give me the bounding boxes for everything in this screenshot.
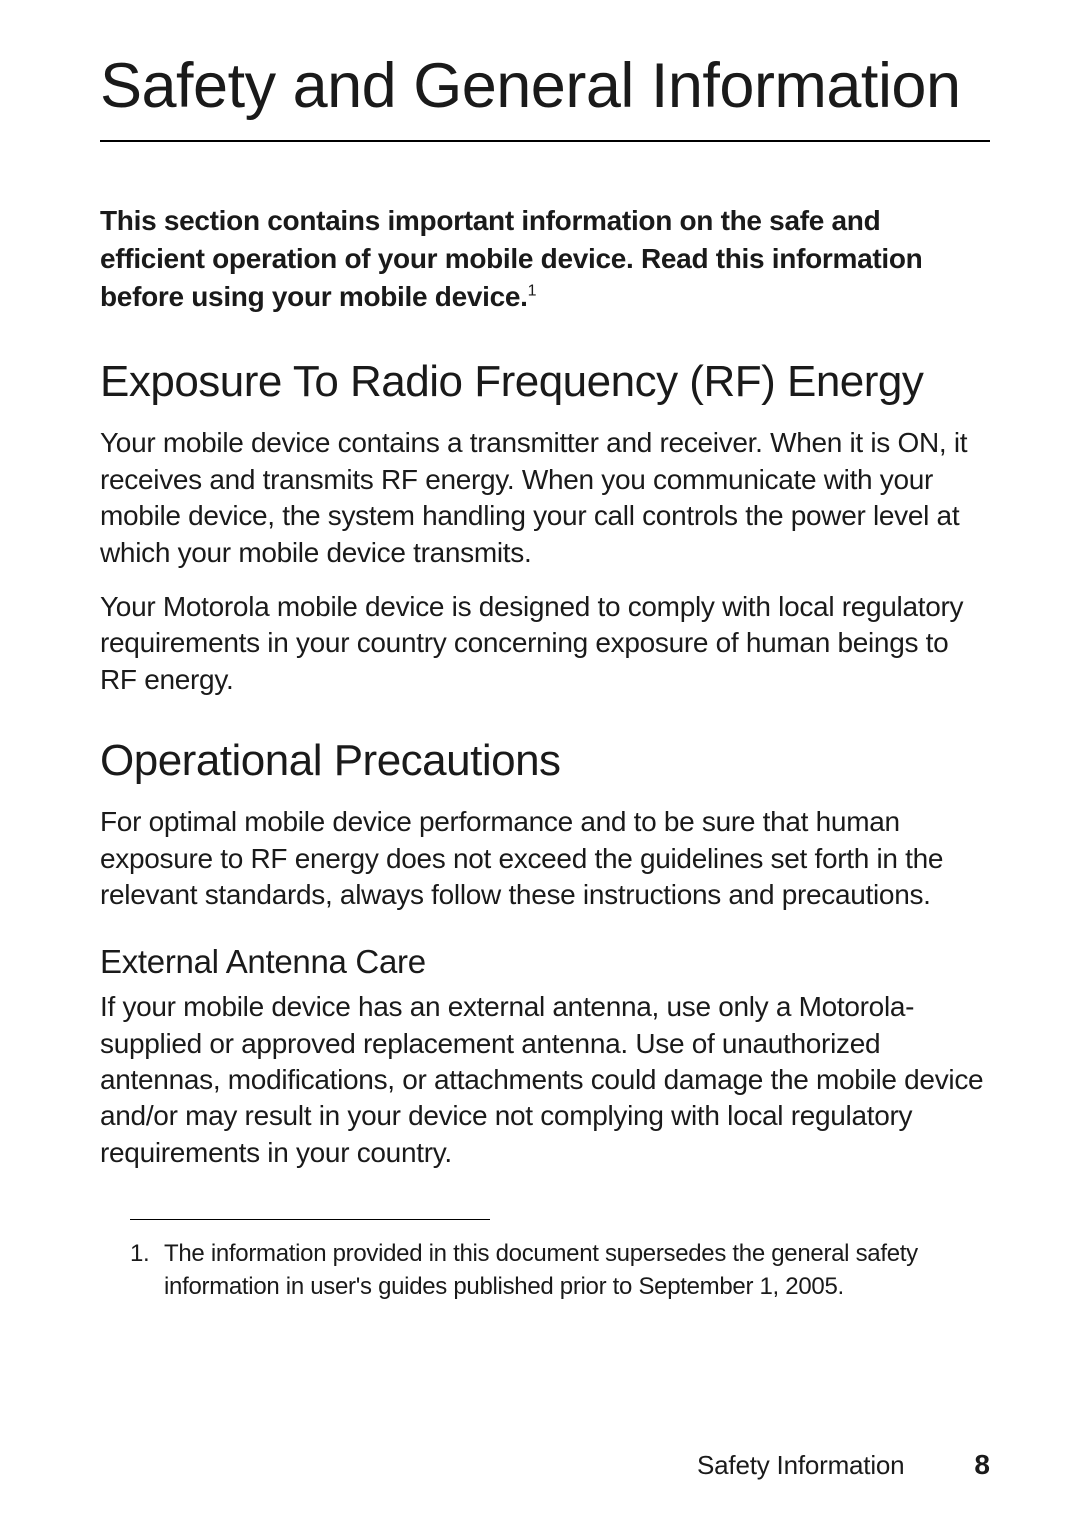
antenna-paragraph-1: If your mobile device has an external an… (100, 989, 990, 1171)
footnote-number: 1. (130, 1238, 164, 1303)
intro-text: This section contains important informat… (100, 205, 922, 312)
footer-page-number: 8 (974, 1449, 990, 1481)
precautions-paragraph-1: For optimal mobile device performance an… (100, 804, 990, 913)
footnote-divider (130, 1219, 490, 1220)
page-title: Safety and General Information (100, 50, 990, 142)
intro-paragraph: This section contains important informat… (100, 202, 990, 315)
footer-section-label: Safety Information (697, 1450, 904, 1481)
footnote-marker: 1 (528, 282, 537, 299)
footnote: 1. The information provided in this docu… (100, 1238, 990, 1303)
section-heading-precautions: Operational Precautions (100, 736, 990, 786)
section-heading-rf: Exposure To Radio Frequency (RF) Energy (100, 357, 990, 407)
rf-paragraph-1: Your mobile device contains a transmitte… (100, 425, 990, 571)
document-page: Safety and General Information This sect… (0, 0, 1080, 1521)
rf-paragraph-2: Your Motorola mobile device is designed … (100, 589, 990, 698)
subsection-heading-antenna: External Antenna Care (100, 943, 990, 981)
spacer (100, 1303, 990, 1419)
page-footer: Safety Information 8 (100, 1449, 990, 1481)
footnote-text: The information provided in this documen… (164, 1238, 990, 1303)
